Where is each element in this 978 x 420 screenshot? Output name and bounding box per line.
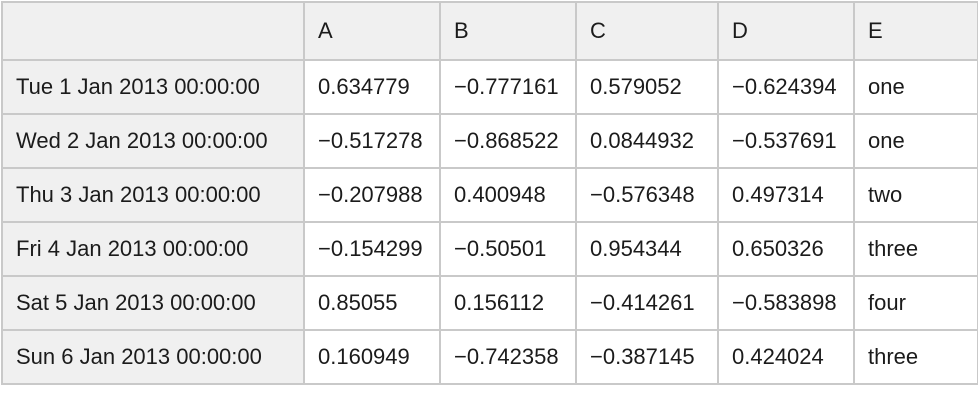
data-cell: 0.579052 [575,59,719,115]
data-cell: three [853,329,978,385]
column-header-a: A [303,1,441,61]
data-cell: 0.160949 [303,329,441,385]
row-label: Tue 1 Jan 2013 00:00:00 [1,59,305,115]
data-cell: −0.414261 [575,275,719,331]
row-label: Thu 3 Jan 2013 00:00:00 [1,167,305,223]
data-cell: 0.650326 [717,221,855,277]
data-cell: three [853,221,978,277]
data-cell: 0.156112 [439,275,577,331]
table-row: Tue 1 Jan 2013 00:00:00 0.634779 −0.7771… [1,59,978,115]
data-cell: −0.583898 [717,275,855,331]
column-header-e: E [853,1,978,61]
data-cell: 0.954344 [575,221,719,277]
data-cell: 0.0844932 [575,113,719,169]
header-row: A B C D E [1,1,978,61]
data-cell: −0.777161 [439,59,577,115]
data-cell: one [853,59,978,115]
column-header-d: D [717,1,855,61]
data-cell: 0.85055 [303,275,441,331]
data-cell: −0.154299 [303,221,441,277]
data-cell: −0.207988 [303,167,441,223]
data-cell: −0.537691 [717,113,855,169]
data-cell: −0.387145 [575,329,719,385]
row-label: Sat 5 Jan 2013 00:00:00 [1,275,305,331]
data-cell: two [853,167,978,223]
data-cell: 0.424024 [717,329,855,385]
column-header-b: B [439,1,577,61]
table-row: Thu 3 Jan 2013 00:00:00 −0.207988 0.4009… [1,167,978,223]
column-header-index [1,1,305,61]
table-row: Sat 5 Jan 2013 00:00:00 0.85055 0.156112… [1,275,978,331]
data-cell: 0.634779 [303,59,441,115]
data-cell: 0.497314 [717,167,855,223]
data-cell: −0.624394 [717,59,855,115]
data-cell: −0.50501 [439,221,577,277]
table-row: Wed 2 Jan 2013 00:00:00 −0.517278 −0.868… [1,113,978,169]
data-cell: −0.742358 [439,329,577,385]
table-row: Fri 4 Jan 2013 00:00:00 −0.154299 −0.505… [1,221,978,277]
data-cell: −0.517278 [303,113,441,169]
data-cell: 0.400948 [439,167,577,223]
dataframe-table: A B C D E Tue 1 Jan 2013 00:00:00 0.6347… [1,1,978,385]
row-label: Wed 2 Jan 2013 00:00:00 [1,113,305,169]
row-label: Sun 6 Jan 2013 00:00:00 [1,329,305,385]
table-row: Sun 6 Jan 2013 00:00:00 0.160949 −0.7423… [1,329,978,385]
data-cell: four [853,275,978,331]
data-cell: one [853,113,978,169]
data-cell: −0.576348 [575,167,719,223]
column-header-c: C [575,1,719,61]
data-cell: −0.868522 [439,113,577,169]
row-label: Fri 4 Jan 2013 00:00:00 [1,221,305,277]
